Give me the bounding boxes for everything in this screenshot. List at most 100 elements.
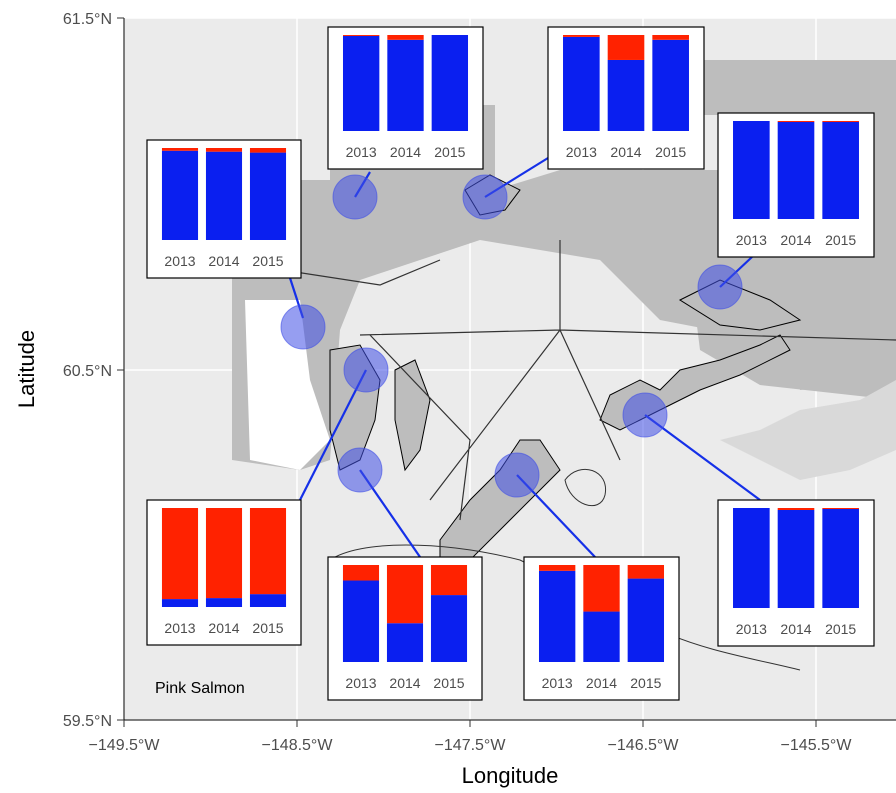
bar-segment-blue — [607, 59, 645, 131]
inset-year-label: 2014 — [610, 144, 641, 160]
y-tick-label: 61.5°N — [63, 11, 112, 28]
bar-segment-red — [430, 565, 468, 596]
inset-year-label: 2013 — [346, 144, 377, 160]
x-tick-label: −149.5°W — [89, 737, 161, 754]
y-ticks: 59.5°N 60.5°N 61.5°N — [63, 11, 124, 730]
leader-line — [299, 369, 367, 501]
bar-segment-red — [161, 148, 199, 151]
bar-segment-blue — [342, 580, 380, 662]
inset-chart: 2013 2014 2015 — [146, 139, 302, 279]
bar-segment-red — [205, 148, 243, 152]
inset-year-label: 2013 — [736, 621, 767, 637]
bar-segment-blue — [583, 611, 620, 662]
site-marker-circle — [337, 447, 383, 493]
coastal-interior — [245, 300, 330, 470]
site-marker-circle — [280, 304, 326, 350]
bar-segment-red — [822, 508, 859, 509]
inset-year-label: 2014 — [586, 675, 617, 691]
coast-river-east — [720, 380, 896, 480]
bar-segment-red — [652, 35, 689, 40]
boundary-lines — [249, 240, 896, 521]
inset-year-label: 2015 — [433, 675, 464, 691]
site-marker-circle — [343, 347, 389, 393]
inset-year-label: 2014 — [780, 232, 811, 248]
inset-year-label: 2015 — [630, 675, 661, 691]
bar-segment-red — [342, 35, 380, 36]
inset-year-label: 2015 — [825, 621, 856, 637]
bar-segment-red — [607, 35, 645, 60]
inset-year-label: 2014 — [390, 144, 421, 160]
inset-year-label: 2013 — [542, 675, 573, 691]
inset-year-label: 2015 — [252, 253, 283, 269]
inset-year-label: 2014 — [208, 253, 239, 269]
bar-segment-red — [342, 565, 380, 581]
inset-year-label: 2013 — [164, 620, 195, 636]
inset-chart: 2013 2014 2015 — [547, 26, 705, 170]
bar-segment-blue — [777, 510, 815, 608]
island-west-2 — [394, 359, 431, 472]
bar-segment-blue — [563, 36, 600, 131]
inset-year-label: 2014 — [780, 621, 811, 637]
bar-segment-red — [563, 35, 600, 37]
site-marker-circle — [622, 392, 668, 438]
site-marker-circle — [494, 452, 540, 498]
inset-chart: 2013 2014 2015 — [717, 499, 875, 647]
x-tick-label: −146.5°W — [608, 737, 680, 754]
inset-chart: 2013 2014 2015 — [717, 112, 875, 258]
bar-segment-blue — [386, 623, 424, 662]
bar-segment-red — [583, 565, 620, 612]
bar-segment-red — [627, 565, 665, 579]
bar-segment-red — [161, 508, 199, 600]
inset-year-label: 2015 — [252, 620, 283, 636]
y-axis-title: Latitude — [14, 330, 39, 408]
x-tick-label: −147.5°W — [435, 737, 507, 754]
inset-chart: 2013 2014 2015 — [327, 556, 483, 701]
bar-segment-blue — [538, 570, 576, 662]
bar-segment-blue — [822, 509, 859, 608]
bar-segment-blue — [652, 39, 689, 131]
bar-segment-blue — [205, 598, 243, 607]
inset-year-label: 2013 — [736, 232, 767, 248]
bar-segment-blue — [627, 578, 665, 662]
bar-segment-blue — [161, 150, 199, 240]
inset-year-label: 2013 — [566, 144, 597, 160]
inset-chart: 2013 2014 2015 — [146, 499, 302, 646]
species-label: Pink Salmon — [155, 680, 245, 697]
site-marker-circle — [332, 174, 378, 220]
inset-year-label: 2015 — [434, 144, 465, 160]
inset-year-label: 2013 — [164, 253, 195, 269]
x-tick-label: −145.5°W — [781, 737, 853, 754]
inset-year-label: 2015 — [655, 144, 686, 160]
x-ticks: −149.5°W −148.5°W −147.5°W −146.5°W −145.5°W — [89, 720, 853, 754]
bar-segment-blue — [249, 152, 287, 240]
inset-year-label: 2015 — [825, 232, 856, 248]
bar-segment-red — [249, 508, 287, 595]
bar-segment-red — [777, 508, 815, 510]
bar-segment-blue — [342, 35, 380, 131]
bar-segment-blue — [777, 121, 815, 219]
bar-segment-blue — [161, 599, 199, 607]
bar-segment-red — [777, 121, 815, 122]
bar-segment-blue — [249, 594, 287, 607]
bar-segment-blue — [822, 121, 859, 219]
y-tick-label: 59.5°N — [63, 713, 112, 730]
y-tick-label: 60.5°N — [63, 363, 112, 380]
bar-segment-blue — [733, 508, 770, 608]
inset-year-label: 2014 — [389, 675, 420, 691]
site-marker-circle — [697, 264, 743, 310]
bar-segment-blue — [205, 151, 243, 240]
leader-line — [644, 414, 761, 501]
inset-year-label: 2013 — [345, 675, 376, 691]
bar-segment-blue — [387, 39, 424, 131]
bar-segment-red — [822, 121, 859, 122]
site-markers — [280, 157, 761, 558]
bar-segment-blue — [733, 121, 770, 219]
inset-chart: 2013 2014 2015 — [327, 26, 484, 170]
bar-segment-red — [386, 565, 424, 624]
inset-chart: 2013 2014 2015 — [523, 556, 680, 701]
axes: −149.5°W −148.5°W −147.5°W −146.5°W −145.5°W… — [14, 11, 896, 788]
bar-segment-red — [249, 148, 287, 153]
bar-segment-red — [387, 35, 424, 40]
bar-segment-blue — [430, 595, 468, 662]
